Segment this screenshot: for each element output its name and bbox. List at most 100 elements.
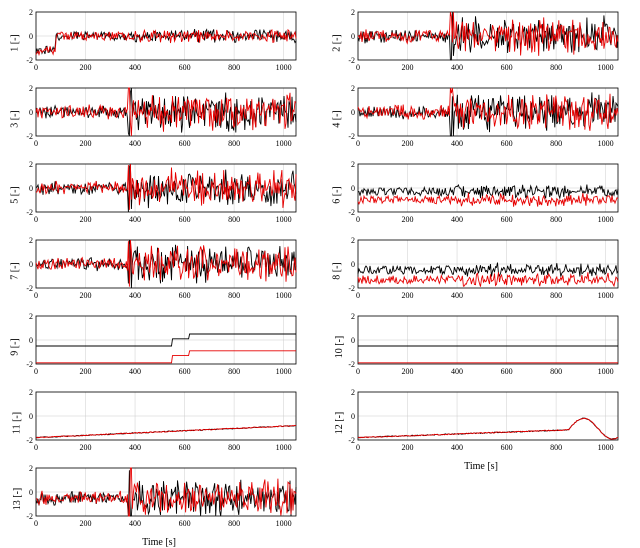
panel-2: 2 [-]-20202004006008001000	[330, 8, 632, 78]
svg-text:400: 400	[451, 443, 463, 452]
ylabel: 5 [-]	[9, 186, 20, 204]
svg-text:1000: 1000	[276, 63, 292, 72]
svg-text:2: 2	[351, 236, 355, 245]
svg-text:600: 600	[501, 215, 513, 224]
svg-text:0: 0	[34, 443, 38, 452]
ylabel: 4 [-]	[331, 110, 342, 128]
panel-10: 10 [-]-20202004006008001000	[330, 312, 632, 382]
svg-text:200: 200	[402, 291, 414, 300]
ylabel: 9 [-]	[9, 338, 20, 356]
plot-area: -20202004006008001000	[330, 84, 620, 154]
svg-text:2: 2	[29, 236, 33, 245]
svg-text:0: 0	[356, 443, 360, 452]
svg-text:200: 200	[80, 443, 92, 452]
svg-text:-2: -2	[26, 132, 33, 141]
panel-8: 8 [-]-20202004006008001000	[330, 236, 632, 306]
svg-text:1000: 1000	[276, 291, 292, 300]
series-red	[36, 351, 296, 363]
svg-text:0: 0	[29, 184, 33, 193]
svg-text:0: 0	[356, 215, 360, 224]
svg-text:-2: -2	[26, 436, 33, 445]
svg-text:-2: -2	[348, 208, 355, 217]
svg-text:800: 800	[228, 139, 240, 148]
panel-7: 7 [-]-20202004006008001000	[8, 236, 310, 306]
ylabel: 3 [-]	[9, 110, 20, 128]
svg-text:0: 0	[29, 260, 33, 269]
svg-text:0: 0	[356, 139, 360, 148]
svg-text:800: 800	[550, 63, 562, 72]
svg-text:-2: -2	[26, 512, 33, 521]
svg-text:0: 0	[29, 412, 33, 421]
panel-3: 3 [-]-20202004006008001000	[8, 84, 310, 154]
ylabel: 10 [-]	[334, 336, 345, 359]
svg-text:1000: 1000	[598, 291, 614, 300]
svg-text:200: 200	[80, 367, 92, 376]
plot-area: -20202004006008001000	[8, 84, 298, 154]
svg-text:800: 800	[228, 519, 240, 528]
svg-text:800: 800	[550, 139, 562, 148]
svg-text:0: 0	[29, 108, 33, 117]
svg-text:1000: 1000	[276, 519, 292, 528]
series-black	[358, 263, 618, 277]
svg-text:0: 0	[351, 108, 355, 117]
plot-area: -20202004006008001000	[330, 8, 620, 78]
plot-area: -20202004006008001000	[8, 8, 298, 78]
svg-text:400: 400	[129, 443, 141, 452]
series-red	[36, 164, 296, 210]
svg-text:0: 0	[29, 336, 33, 345]
panel-4: 4 [-]-20202004006008001000	[330, 84, 632, 154]
panel-9: 9 [-]-20202004006008001000	[8, 312, 310, 382]
svg-text:0: 0	[356, 291, 360, 300]
svg-text:2: 2	[351, 388, 355, 397]
ylabel: 8 [-]	[331, 262, 342, 280]
plot-area: -20202004006008001000	[330, 388, 620, 458]
svg-text:600: 600	[179, 63, 191, 72]
svg-text:600: 600	[179, 367, 191, 376]
svg-text:600: 600	[179, 291, 191, 300]
svg-text:1000: 1000	[276, 139, 292, 148]
svg-text:400: 400	[129, 367, 141, 376]
svg-text:800: 800	[228, 63, 240, 72]
svg-text:0: 0	[34, 63, 38, 72]
series-red	[36, 426, 296, 438]
svg-text:1000: 1000	[598, 215, 614, 224]
svg-text:-2: -2	[348, 56, 355, 65]
svg-text:800: 800	[550, 443, 562, 452]
plot-area: -20202004006008001000	[8, 236, 298, 306]
svg-text:400: 400	[451, 63, 463, 72]
panel-13: 13 [-]-20202004006008001000Time [s]	[8, 464, 310, 534]
svg-text:0: 0	[351, 260, 355, 269]
plot-area: -20202004006008001000	[8, 312, 298, 382]
svg-text:0: 0	[356, 63, 360, 72]
plot-area: -20202004006008001000	[330, 160, 620, 230]
svg-text:800: 800	[550, 367, 562, 376]
svg-text:200: 200	[402, 63, 414, 72]
svg-text:2: 2	[351, 8, 355, 17]
svg-text:1000: 1000	[598, 367, 614, 376]
svg-text:600: 600	[179, 215, 191, 224]
svg-text:2: 2	[29, 160, 33, 169]
svg-text:1000: 1000	[598, 139, 614, 148]
svg-text:-2: -2	[26, 56, 33, 65]
svg-text:1000: 1000	[598, 63, 614, 72]
svg-text:0: 0	[29, 32, 33, 41]
panel-6: 6 [-]-20202004006008001000	[330, 160, 632, 230]
svg-text:2: 2	[351, 312, 355, 321]
svg-text:200: 200	[80, 139, 92, 148]
svg-text:400: 400	[451, 291, 463, 300]
svg-text:2: 2	[29, 8, 33, 17]
svg-text:400: 400	[451, 367, 463, 376]
xlabel: Time [s]	[464, 461, 498, 472]
svg-text:800: 800	[228, 215, 240, 224]
svg-text:400: 400	[129, 139, 141, 148]
svg-text:600: 600	[501, 139, 513, 148]
svg-text:0: 0	[351, 32, 355, 41]
panel-11: 11 [-]-20202004006008001000	[8, 388, 310, 458]
ylabel: 12 [-]	[334, 412, 345, 435]
svg-text:200: 200	[80, 291, 92, 300]
ylabel: 6 [-]	[331, 186, 342, 204]
svg-text:400: 400	[129, 215, 141, 224]
svg-text:200: 200	[80, 215, 92, 224]
svg-text:1000: 1000	[598, 443, 614, 452]
series-black	[358, 92, 618, 136]
